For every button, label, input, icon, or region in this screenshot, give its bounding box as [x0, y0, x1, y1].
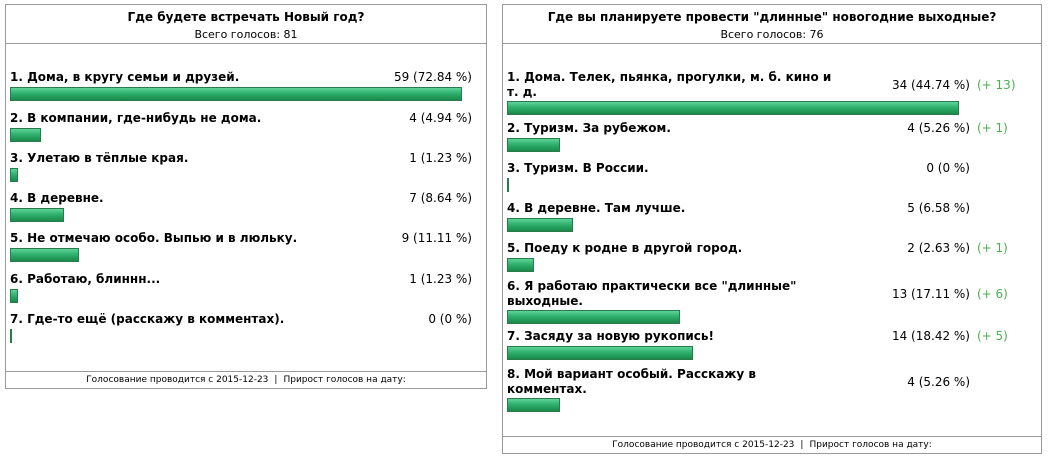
poll-option-bar	[507, 398, 560, 412]
poll-option-label: 6. Я работаю практически все "длинные" в…	[507, 279, 797, 308]
poll-option: 1. Дома. Телек, пьянка, прогулки, м. б. …	[507, 70, 1037, 118]
poll-option-label: 2. Туризм. За рубежом.	[507, 121, 671, 135]
poll-option: 2. В компании, где-нибудь не дома. 4 (4.9…	[10, 111, 482, 143]
poll-option-count: 9 (11.11 %)	[401, 231, 472, 245]
poll-header: Где будете встречать Новый год? Всего го…	[6, 5, 486, 44]
poll-option: 4. В деревне. 7 (8.64 %)	[10, 191, 482, 223]
poll-growth-label: Прирост голосов на дату:	[809, 440, 932, 450]
poll-option-label: 8. Мой вариант особый. Расскажу в коммен…	[507, 367, 756, 396]
poll-option-delta: (+ 1)	[977, 241, 1008, 255]
footer-separator: |	[800, 440, 804, 450]
poll-option-bar	[507, 310, 680, 324]
poll-option: 4. В деревне. Там лучше. 5 (6.58 %)	[507, 201, 1037, 233]
poll-option-bar	[507, 258, 534, 272]
poll-option-count: 34 (44.74 %)	[891, 78, 970, 92]
poll-option-count: 4 (4.94 %)	[409, 111, 472, 125]
poll-option-count: 1 (1.23 %)	[409, 151, 472, 165]
poll-option-label: 2. В компании, где-нибудь не дома.	[10, 111, 262, 125]
poll-option-count: 7 (8.64 %)	[409, 191, 472, 205]
poll-option-count: 59 (72.84 %)	[393, 70, 472, 84]
poll-option-bar	[507, 138, 560, 152]
poll-option-count: 1 (1.23 %)	[409, 272, 472, 286]
poll-option-count: 4 (5.26 %)	[907, 121, 970, 135]
poll-option: 6. Работаю, блиннн... 1 (1.23 %)	[10, 272, 482, 304]
poll-start-date: Голосование проводится с 2015-12-23	[612, 440, 795, 450]
poll-option-label: 6. Работаю, блиннн...	[10, 272, 161, 286]
poll-option-bar	[10, 208, 64, 222]
poll-option-label: 4. В деревне.	[10, 191, 104, 205]
poll-option-delta: (+ 6)	[977, 287, 1008, 301]
poll-option-label: 4. В деревне. Там лучше.	[507, 201, 686, 215]
poll-option-count: 4 (5.26 %)	[907, 375, 970, 389]
poll-option-bar	[10, 168, 18, 182]
poll-option: 7. Где-то ещё (расскажу в комментах). 0 (…	[10, 312, 482, 344]
poll-option-bar	[507, 346, 693, 360]
poll-option-delta: (+ 5)	[977, 329, 1008, 343]
poll-option-bar	[507, 178, 509, 192]
poll-option-label: 3. Улетаю в тёплые края.	[10, 151, 189, 165]
poll-option-bar	[507, 101, 959, 115]
poll-option: 2. Туризм. За рубежом. 4 (5.26 %) (+ 1)	[507, 121, 1037, 153]
poll-option: 5. Поеду к родне в другой город. 2 (2.63 …	[507, 241, 1037, 273]
poll-option: 3. Улетаю в тёплые края. 1 (1.23 %)	[10, 151, 482, 183]
footer-separator: |	[274, 375, 278, 385]
poll-option: 1. Дома, в кругу семьи и друзей. 59 (72.8…	[10, 70, 482, 102]
poll-option-count: 0 (0 %)	[926, 161, 970, 175]
poll-title: Где вы планируете провести "длинные" нов…	[547, 10, 997, 24]
poll-total-votes: Всего голосов: 81	[194, 28, 298, 41]
poll-footer: Голосование проводится с 2015-12-23 | Прир…	[6, 371, 486, 388]
poll-option-bar	[10, 248, 79, 262]
poll-option-delta: (+ 1)	[977, 121, 1008, 135]
poll-option-label: 3. Туризм. В России.	[507, 161, 649, 175]
poll-option-bar	[10, 87, 462, 101]
poll-option: 3. Туризм. В России. 0 (0 %)	[507, 161, 1037, 193]
poll-option-delta: (+ 13)	[977, 78, 1016, 92]
poll-option-label: 1. Дома, в кругу семьи и друзей.	[10, 70, 240, 84]
poll-start-date: Голосование проводится с 2015-12-23	[86, 375, 269, 385]
poll-title: Где будете встречать Новый год?	[127, 10, 365, 24]
poll-header: Где вы планируете провести "длинные" нов…	[503, 5, 1041, 44]
poll-option-count: 5 (6.58 %)	[907, 201, 970, 215]
poll-option-label: 7. Где-то ещё (расскажу в комментах).	[10, 312, 285, 326]
poll-long-weekend: Где вы планируете провести "длинные" нов…	[502, 4, 1042, 454]
poll-option: 5. Не отмечаю особо. Выпью и в люльку. 9 …	[10, 231, 482, 263]
poll-option-bar	[10, 128, 41, 142]
poll-option: 6. Я работаю практически все "длинные" в…	[507, 279, 1037, 327]
poll-growth-label: Прирост голосов на дату:	[283, 375, 406, 385]
poll-footer: Голосование проводится с 2015-12-23 | Прир…	[503, 436, 1041, 453]
poll-option-label: 5. Поеду к родне в другой город.	[507, 241, 743, 255]
poll-option-bar	[10, 289, 18, 303]
poll-new-year: Где будете встречать Новый год? Всего го…	[5, 4, 487, 389]
poll-option-count: 14 (18.42 %)	[891, 329, 970, 343]
poll-option: 8. Мой вариант особый. Расскажу в коммен…	[507, 367, 1037, 415]
poll-option-label: 1. Дома. Телек, пьянка, прогулки, м. б. …	[507, 70, 832, 99]
poll-option-count: 2 (2.63 %)	[907, 241, 970, 255]
poll-option-count: 0 (0 %)	[428, 312, 472, 326]
poll-total-votes: Всего голосов: 76	[720, 28, 824, 41]
poll-option-label: 5. Не отмечаю особо. Выпью и в люльку.	[10, 231, 298, 245]
poll-option-count: 13 (17.11 %)	[891, 287, 970, 301]
poll-option-bar	[10, 329, 12, 343]
poll-option-bar	[507, 218, 573, 232]
poll-option: 7. Засяду за новую рукопись! 14 (18.42 %)…	[507, 329, 1037, 361]
poll-option-label: 7. Засяду за новую рукопись!	[507, 329, 714, 343]
